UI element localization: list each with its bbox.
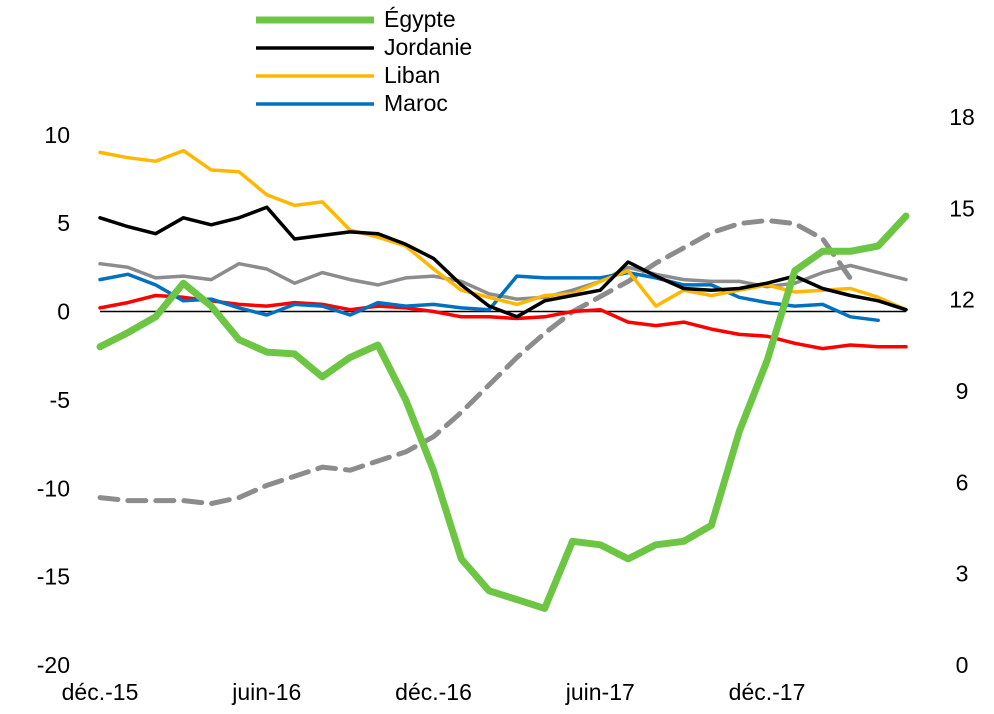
y-tick-label: 0 <box>57 299 70 325</box>
series-line <box>98 205 908 319</box>
x-tick-label: déc.-17 <box>729 679 806 705</box>
y-tick-label: -10 <box>37 475 70 501</box>
x-tick-label: déc.-16 <box>395 679 472 705</box>
series-line <box>96 212 910 612</box>
y2-tick-label: 12 <box>949 287 975 313</box>
y2-tick-label: 9 <box>956 378 969 404</box>
y-tick-label: 10 <box>44 122 70 148</box>
x-tick-label: déc.-15 <box>62 679 139 705</box>
y-tick-label: 5 <box>57 210 70 236</box>
series-line <box>97 218 853 507</box>
legend-label: Liban <box>384 62 440 88</box>
x-tick-label: juin-17 <box>565 679 635 705</box>
legend-label: Égypte <box>384 6 456 32</box>
y2-tick-label: 6 <box>956 469 969 495</box>
y2-tick-label: 0 <box>956 652 969 678</box>
x-tick-label: juin-16 <box>231 679 301 705</box>
series-line <box>98 148 908 312</box>
y2-tick-label: 15 <box>949 195 975 221</box>
y2-tick-label: 18 <box>949 104 975 130</box>
legend-label: Jordanie <box>384 34 472 60</box>
y-tick-label: -5 <box>50 387 70 413</box>
y2-tick-label: 3 <box>956 561 969 587</box>
legend-label: Maroc <box>384 90 448 116</box>
y-tick-label: -20 <box>37 652 70 678</box>
series-line <box>98 270 880 323</box>
y-tick-label: -15 <box>37 564 70 590</box>
